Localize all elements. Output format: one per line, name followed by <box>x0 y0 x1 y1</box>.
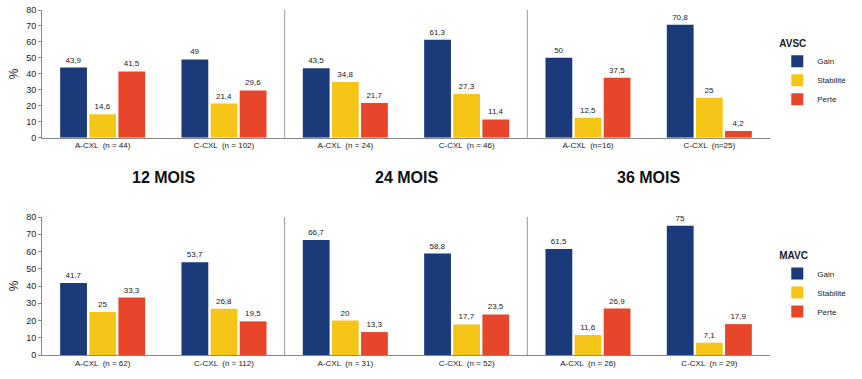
svg-text:34,8: 34,8 <box>337 70 353 79</box>
svg-text:A-CXL (n = 44): A-CXL (n = 44) <box>75 141 131 150</box>
svg-text:C-CXL (n = 46): C-CXL (n = 46) <box>439 141 495 150</box>
svg-text:Gain: Gain <box>817 270 834 279</box>
svg-text:C-CXL (n=25): C-CXL (n=25) <box>684 141 736 150</box>
svg-text:4,2: 4,2 <box>733 119 745 128</box>
svg-text:70,8: 70,8 <box>672 13 688 22</box>
svg-text:26,8: 26,8 <box>216 297 232 306</box>
svg-text:49: 49 <box>190 47 199 56</box>
svg-text:0: 0 <box>31 350 36 360</box>
svg-text:25: 25 <box>98 300 107 309</box>
svg-text:A-CXL (n = 31): A-CXL (n = 31) <box>318 359 374 368</box>
svg-text:58,8: 58,8 <box>429 242 445 251</box>
svg-text:30: 30 <box>26 298 36 308</box>
svg-text:23,5: 23,5 <box>488 302 504 311</box>
svg-text:%: % <box>7 68 21 79</box>
svg-text:60: 60 <box>26 37 36 47</box>
svg-text:24 MOIS: 24 MOIS <box>375 169 438 186</box>
svg-text:12,5: 12,5 <box>580 106 596 115</box>
svg-text:33,3: 33,3 <box>124 286 140 295</box>
svg-text:53,7: 53,7 <box>187 250 203 259</box>
svg-text:20: 20 <box>26 316 36 326</box>
svg-text:60: 60 <box>26 247 36 257</box>
svg-text:21,4: 21,4 <box>216 92 232 101</box>
svg-text:43,9: 43,9 <box>65 56 81 65</box>
svg-text:Perte: Perte <box>817 308 837 317</box>
svg-text:37,5: 37,5 <box>609 66 625 75</box>
svg-text:21,7: 21,7 <box>366 91 382 100</box>
svg-text:61,5: 61,5 <box>551 237 567 246</box>
svg-text:7,1: 7,1 <box>703 331 715 340</box>
svg-text:17,9: 17,9 <box>730 312 746 321</box>
svg-text:41,5: 41,5 <box>124 59 140 68</box>
svg-text:AVSC: AVSC <box>779 38 806 49</box>
svg-text:43,5: 43,5 <box>308 56 324 65</box>
svg-text:41,7: 41,7 <box>65 271 81 280</box>
svg-text:14,6: 14,6 <box>95 102 111 111</box>
svg-text:C-CXL (n = 52): C-CXL (n = 52) <box>439 359 495 368</box>
svg-text:C-CXL (n = 102): C-CXL (n = 102) <box>194 141 255 150</box>
svg-text:50: 50 <box>554 46 563 55</box>
svg-text:30: 30 <box>26 85 36 95</box>
svg-text:20: 20 <box>341 309 350 318</box>
svg-text:%: % <box>7 280 21 291</box>
svg-text:Stabilité: Stabilité <box>817 76 846 85</box>
svg-text:26,9: 26,9 <box>609 297 625 306</box>
svg-text:10: 10 <box>26 117 36 127</box>
svg-text:70: 70 <box>26 21 36 31</box>
svg-text:10: 10 <box>26 333 36 343</box>
svg-text:19,5: 19,5 <box>245 309 261 318</box>
svg-text:A-CXL (n = 26): A-CXL (n = 26) <box>560 359 616 368</box>
svg-text:61,3: 61,3 <box>429 28 445 37</box>
svg-text:40: 40 <box>26 281 36 291</box>
svg-text:80: 80 <box>26 212 36 222</box>
svg-text:20: 20 <box>26 101 36 111</box>
svg-text:Stabilité: Stabilité <box>817 289 846 298</box>
svg-text:Perte: Perte <box>817 95 837 104</box>
svg-text:0: 0 <box>31 133 36 143</box>
svg-text:27,3: 27,3 <box>459 82 475 91</box>
svg-text:A-CXL (n = 24): A-CXL (n = 24) <box>318 141 374 150</box>
svg-text:75: 75 <box>675 214 684 223</box>
svg-text:C-CXL (n = 29): C-CXL (n = 29) <box>681 359 737 368</box>
svg-text:50: 50 <box>26 53 36 63</box>
svg-text:A-CXL (n = 62): A-CXL (n = 62) <box>75 359 131 368</box>
svg-text:11,4: 11,4 <box>488 107 504 116</box>
svg-text:25: 25 <box>705 86 714 95</box>
svg-text:C-CXL (n = 112): C-CXL (n = 112) <box>194 359 254 368</box>
svg-text:A-CXL (n=16): A-CXL (n=16) <box>562 141 613 150</box>
svg-text:50: 50 <box>26 264 36 274</box>
svg-text:40: 40 <box>26 69 36 79</box>
svg-text:11,6: 11,6 <box>580 323 596 332</box>
svg-text:80: 80 <box>26 5 36 15</box>
svg-text:Gain: Gain <box>817 57 834 66</box>
svg-text:70: 70 <box>26 229 36 239</box>
svg-text:17,7: 17,7 <box>459 312 475 321</box>
svg-text:66,7: 66,7 <box>308 228 324 237</box>
svg-text:36 MOIS: 36 MOIS <box>617 169 680 186</box>
svg-text:13,3: 13,3 <box>366 320 382 329</box>
svg-text:MAVC: MAVC <box>779 250 808 261</box>
svg-text:29,6: 29,6 <box>245 78 261 87</box>
svg-text:12 MOIS: 12 MOIS <box>132 169 195 186</box>
